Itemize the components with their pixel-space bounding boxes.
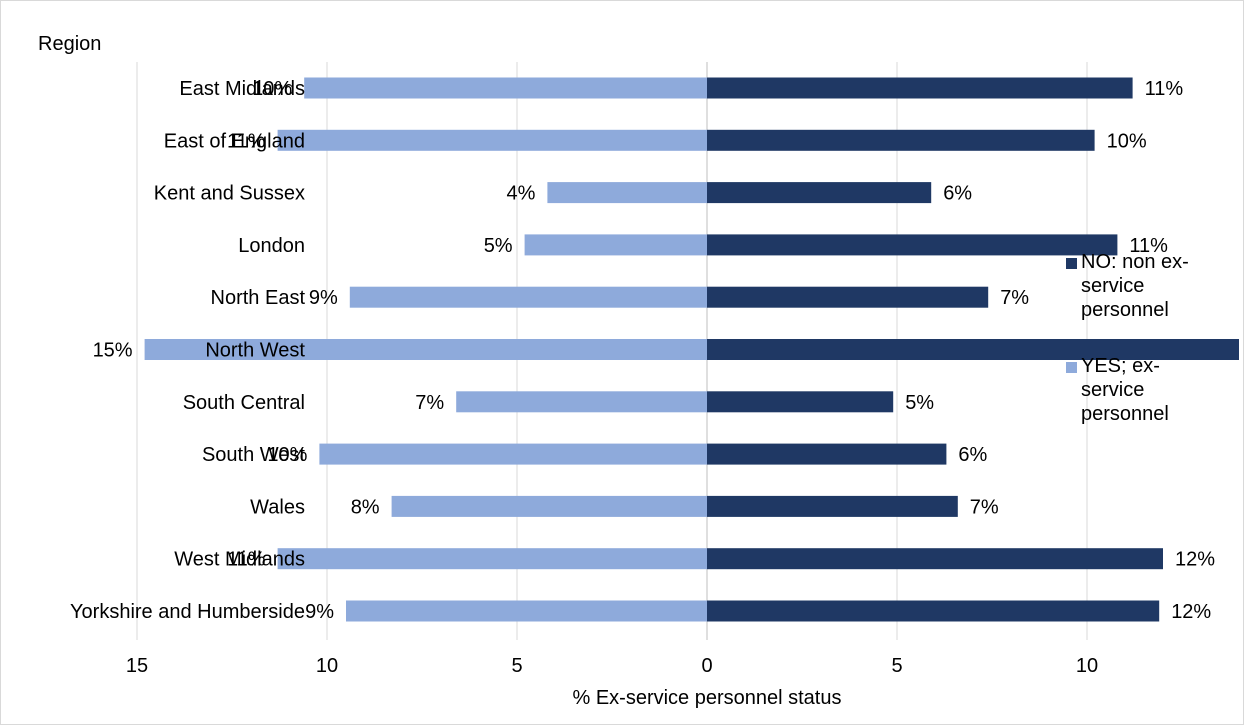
- category-label: East of England: [164, 130, 305, 152]
- bar-yes: [547, 182, 707, 204]
- category-label: Yorkshire and Humberside: [70, 601, 305, 623]
- data-label-yes: 15%: [93, 340, 133, 362]
- bar-yes: [144, 339, 708, 360]
- data-label-yes: 10%: [252, 78, 292, 100]
- bar-yes: [346, 600, 707, 622]
- category-label: Wales: [250, 496, 305, 518]
- data-label-yes: 9%: [309, 287, 338, 309]
- bar-no: [707, 77, 1133, 99]
- data-label-no: 12%: [1171, 601, 1211, 623]
- bar-no: [707, 443, 947, 465]
- data-label-yes: 9%: [305, 601, 334, 623]
- bar-yes: [391, 495, 707, 517]
- x-axis-title: % Ex-service personnel status: [572, 687, 841, 709]
- category-label: South West: [202, 444, 305, 466]
- data-label-no: 12%: [1175, 549, 1215, 571]
- x-tick-label: 10: [1076, 655, 1098, 677]
- data-label-no: 6%: [943, 183, 972, 205]
- bar-no: [707, 339, 1239, 360]
- data-label-no: 7%: [970, 496, 999, 518]
- data-label-yes: 11%: [227, 130, 266, 152]
- bar-no: [707, 182, 932, 204]
- category-axis-title: Region: [38, 33, 101, 55]
- data-label-no: 5%: [905, 392, 934, 414]
- x-tick-label: 0: [701, 655, 712, 677]
- data-labels: 11%10%10%11%6%4%11%5%7%9%14%15%5%7%6%10%…: [93, 78, 1216, 623]
- data-label-yes: 4%: [506, 183, 535, 205]
- data-label-no: 11%: [1145, 78, 1184, 100]
- category-label: North East: [211, 287, 306, 309]
- x-tick-label: 5: [891, 655, 902, 677]
- category-label: West Midlands: [174, 549, 305, 571]
- bar-yes: [304, 77, 707, 99]
- x-axis-tick-labels: 201510505101520: [126, 655, 1098, 677]
- category-label: North West: [205, 340, 305, 362]
- x-tick-label: 5: [511, 655, 522, 677]
- x-tick-label: 15: [126, 655, 148, 677]
- data-label-no: 11%: [1129, 235, 1168, 257]
- bar-no: [707, 234, 1118, 256]
- data-label-no: 10%: [1107, 130, 1147, 152]
- bar-no: [707, 600, 1160, 622]
- category-label: South Central: [183, 392, 305, 414]
- bar-no: [707, 286, 989, 308]
- data-label-yes: 11%: [227, 549, 266, 571]
- category-label: Kent and Sussex: [154, 183, 305, 205]
- bar-no: [707, 391, 894, 413]
- legend-swatch-yes: [1066, 362, 1077, 373]
- data-label-yes: 5%: [484, 235, 513, 257]
- data-label-yes: 8%: [351, 496, 380, 518]
- legend-label-no: NO: non ex- service personnel: [1081, 251, 1189, 321]
- bar-yes: [456, 391, 707, 413]
- legend-swatch-no: [1066, 258, 1077, 269]
- bars: [144, 77, 1239, 622]
- data-label-no: 7%: [1000, 287, 1029, 309]
- bar-no: [707, 129, 1095, 151]
- gridlines: [136, 62, 1088, 640]
- legend-label-yes: YES; ex- service personnel: [1081, 355, 1169, 425]
- bar-yes: [319, 443, 707, 465]
- bar-no: [707, 548, 1163, 570]
- data-label-no: 6%: [958, 444, 987, 466]
- bar-no: [707, 495, 958, 517]
- category-label: East Midlands: [179, 78, 305, 100]
- bar-yes: [349, 286, 707, 308]
- category-labels: East Midlands East of England Kent and Sus…: [70, 78, 305, 623]
- data-label-yes: 10%: [267, 444, 307, 466]
- x-tick-label: 10: [316, 655, 338, 677]
- bar-yes: [277, 548, 707, 570]
- bar-yes: [277, 129, 707, 151]
- data-label-yes: 7%: [415, 392, 444, 414]
- bar-yes: [524, 234, 707, 256]
- category-label: London: [238, 235, 305, 257]
